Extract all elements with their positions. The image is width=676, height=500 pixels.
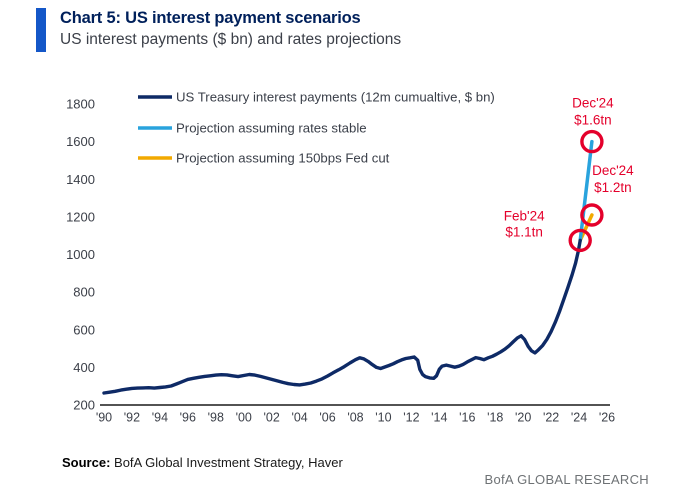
x-tick-label: '98 xyxy=(208,411,224,425)
x-tick-label: '96 xyxy=(180,411,196,425)
highlight-circle-2 xyxy=(568,228,592,253)
x-tick-label: '24 xyxy=(571,411,587,425)
x-tick-label: '16 xyxy=(459,411,475,425)
highlight-circle-0 xyxy=(580,129,604,154)
highlight-circle-1 xyxy=(580,203,604,227)
y-tick-label: 800 xyxy=(73,285,95,300)
y-tick-label: 1600 xyxy=(66,134,95,149)
x-tick-label: '22 xyxy=(543,411,559,425)
y-tick-label: 1000 xyxy=(66,247,95,262)
annotation-amount-0: $1.6tn xyxy=(574,113,612,128)
x-tick-label: '18 xyxy=(487,411,503,425)
annotation-date-1: Dec'24 xyxy=(592,163,634,178)
x-tick-label: '06 xyxy=(319,411,335,425)
x-tick-label: '00 xyxy=(236,411,252,425)
source-text: BofA Global Investment Strategy, Haver xyxy=(110,455,343,470)
x-tick-label: '14 xyxy=(431,411,447,425)
source-label: Source: xyxy=(62,455,111,470)
series-treasury-payments xyxy=(102,238,582,395)
y-tick-label: 1200 xyxy=(66,209,95,224)
annotation-amount-1: $1.2tn xyxy=(594,180,632,195)
annotation-date-0: Dec'24 xyxy=(572,96,614,111)
brand-mark: BofA GLOBAL RESEARCH xyxy=(484,472,649,487)
x-tick-label: '10 xyxy=(375,411,391,425)
annotation-date-2: Feb'24 xyxy=(504,208,545,223)
legend-label-0: US Treasury interest payments (12m cumua… xyxy=(176,90,495,105)
x-tick-label: '02 xyxy=(264,411,280,425)
x-tick-label: '20 xyxy=(515,411,531,425)
x-tick-label: '04 xyxy=(291,411,307,425)
accent-bar xyxy=(36,8,46,52)
y-tick-label: 200 xyxy=(73,398,95,413)
source-note: Source: BofA Global Investment Strategy,… xyxy=(62,455,343,470)
annotation-amount-2: $1.1tn xyxy=(505,224,543,239)
x-tick-label: '94 xyxy=(152,411,168,425)
x-tick-label: '12 xyxy=(403,411,419,425)
x-tick-label: '08 xyxy=(347,411,363,425)
legend-label-1: Projection assuming rates stable xyxy=(176,121,367,136)
page-subtitle: US interest payments ($ bn) and rates pr… xyxy=(60,31,402,48)
page-title: Chart 5: US interest payment scenarios xyxy=(60,9,361,27)
legend-label-2: Projection assuming 150bps Fed cut xyxy=(176,151,390,166)
x-tick-label: '90 xyxy=(96,411,112,425)
x-tick-label: '26 xyxy=(599,411,615,425)
y-tick-label: 600 xyxy=(73,322,95,337)
y-tick-label: 400 xyxy=(73,360,95,375)
y-tick-label: 1800 xyxy=(66,97,95,112)
series-projection-stable xyxy=(578,139,594,243)
x-tick-label: '92 xyxy=(124,411,140,425)
y-tick-label: 1400 xyxy=(66,172,95,187)
